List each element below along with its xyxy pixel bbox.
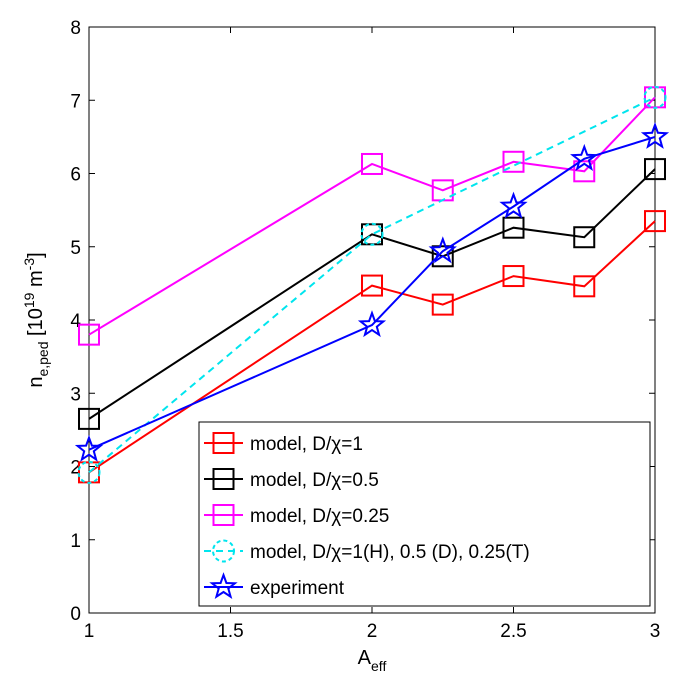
x-tick-label: 1 [84,621,95,642]
legend-marker [209,572,238,600]
data-point [360,222,384,246]
series-3 [78,86,666,346]
data-point [361,152,383,175]
legend: model, D/χ=1 model, D/χ=0.5 model, D/χ=0.2… [198,421,651,607]
y-tick-label: 8 [70,18,81,39]
data-point [431,245,454,268]
data-point [640,121,670,149]
data-point [78,323,100,346]
legend-label: model, D/χ=1 [250,434,363,455]
y-tick-label: 7 [70,91,81,112]
legend-label: model, D/χ=1(H), 0.5 (D), 0.25(T) [250,542,530,563]
y-tick-label: 5 [70,238,81,259]
legend-label: model, D/χ=0.25 [250,506,389,527]
data-point [74,434,104,462]
y-axis-label: ne,ped [1019 m-3] [21,252,51,387]
data-point [573,226,596,249]
x-tick-label: 2 [367,621,378,642]
x-axis-label: Aeff [358,647,387,674]
data-point [502,265,525,288]
data-point [361,274,383,297]
series-line [88,220,656,474]
y-label-sup2: -3 [21,258,37,271]
data-point [78,407,100,430]
x-label-base: A [358,647,372,669]
legend-label: model, D/χ=0.5 [250,470,379,491]
data-point [644,210,666,233]
y-label-bracket-close: ] [25,252,47,258]
x-tick-label: 3 [650,621,661,642]
x-tick-label: 1.5 [217,621,243,642]
y-tick-label: 6 [70,165,81,186]
y-tick-label: 3 [70,384,81,405]
series-5 [74,121,670,462]
legend-marker [212,539,235,563]
series-line [88,96,656,474]
series-4 [77,85,667,484]
data-point [431,293,454,316]
data-point [357,310,387,338]
data-point [77,460,101,484]
y-label-base: n [25,377,47,388]
data-point [644,158,666,181]
y-tick-label: 1 [70,531,81,552]
series-layer [74,85,670,484]
svg-text:ne,ped [1019 m-3]: ne,ped [1019 m-3] [21,252,51,387]
data-point [573,160,596,183]
y-label-sub: e,ped [35,342,51,377]
legend-marker [212,468,235,490]
x-label-sub: eff [371,658,386,674]
x-tick-label: 2.5 [500,621,526,642]
data-point [499,191,528,219]
y-label-bracket-open: [10 [25,308,47,341]
y-label-sup1: 19 [21,292,37,308]
series-line [88,96,656,336]
y-tick-label: 2 [70,458,81,479]
y-label-mid: m [25,270,47,292]
data-point [502,150,525,173]
legend-marker [212,504,235,526]
legend-marker [212,432,235,454]
data-point [643,85,667,109]
y-tick-label: 0 [70,604,81,625]
data-point [570,143,599,171]
data-point [573,275,596,298]
series-line [88,168,656,420]
legend-box [198,421,651,607]
legend-label: experiment [250,578,345,599]
y-tick-label: 4 [70,311,81,332]
data-point [428,236,457,264]
data-point [502,216,525,239]
